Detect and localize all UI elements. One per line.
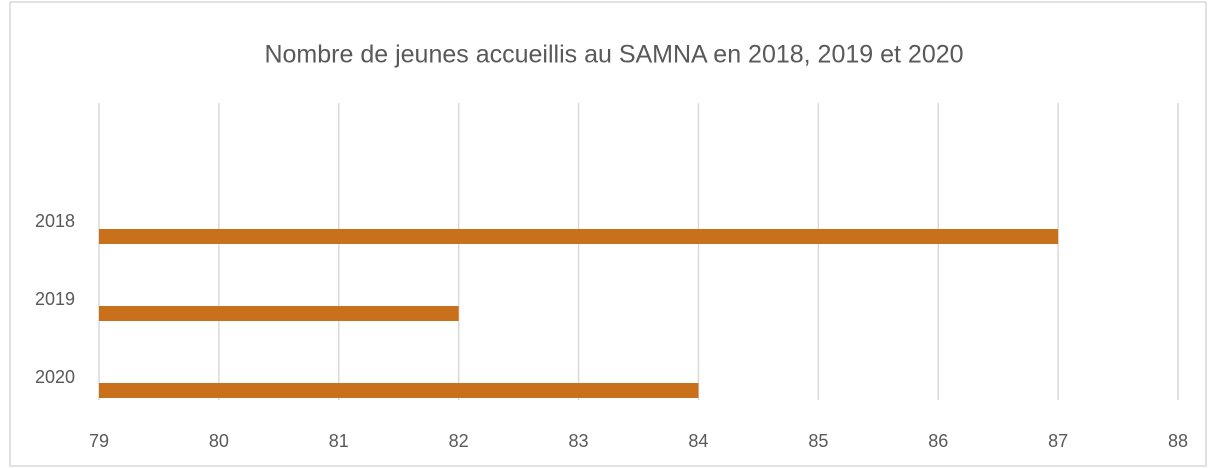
x-tick-label: 82 [449,431,469,451]
y-tick-label: 2019 [35,289,75,309]
x-tick-label: 88 [1168,431,1188,451]
x-tick-label: 86 [928,431,948,451]
x-tick-label: 83 [569,431,589,451]
x-tick-label: 79 [89,431,109,451]
x-tick-label: 87 [1048,431,1068,451]
bar [99,229,1059,244]
x-tick-label: 85 [808,431,828,451]
x-tick-label: 84 [688,431,708,451]
y-tick-label: 2020 [35,367,75,387]
chart-title: Nombre de jeunes accueillis au SAMNA en … [264,41,963,69]
x-tick-label: 81 [329,431,349,451]
bar [99,383,699,398]
x-tick-label: 80 [209,431,229,451]
y-tick-label: 2018 [35,211,75,231]
bar [99,306,459,321]
